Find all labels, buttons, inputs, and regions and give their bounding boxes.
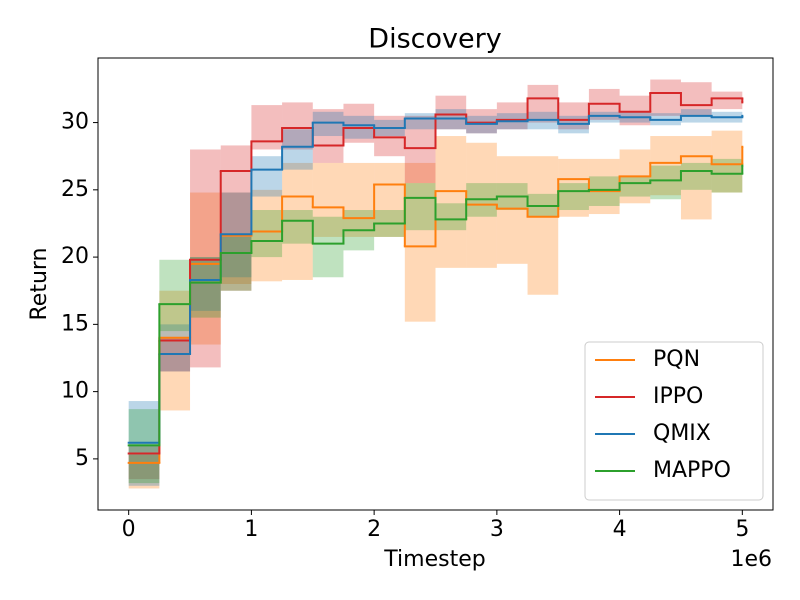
error-band (650, 165, 681, 200)
error-band (496, 102, 528, 130)
error-band (404, 115, 436, 184)
error-band (527, 84, 559, 123)
error-band (312, 162, 344, 237)
error-band (190, 149, 221, 368)
error-band (251, 210, 283, 258)
y-tick-label: 10 (61, 379, 89, 404)
error-band (711, 130, 743, 193)
x-tick-label: 1 (244, 517, 258, 542)
error-band (435, 95, 467, 130)
error-band (159, 290, 191, 411)
error-band (680, 136, 712, 220)
legend-label: QMIX (653, 421, 711, 446)
x-axis-label: Timestep (383, 547, 485, 572)
plot-area (127, 79, 744, 489)
error-band (496, 156, 528, 264)
chart-title: Discovery (368, 24, 501, 55)
error-band (374, 115, 405, 157)
legend-label: PQN (653, 347, 700, 372)
error-band (251, 189, 283, 282)
error-band (220, 192, 252, 284)
error-band (343, 162, 375, 237)
x-tick-label: 3 (490, 517, 504, 542)
legend-box (584, 341, 764, 501)
x-tick-label: 0 (122, 517, 136, 542)
error-band (404, 183, 436, 231)
error-band (404, 162, 436, 322)
error-band (619, 95, 651, 126)
error-band (159, 324, 191, 372)
error-band (588, 111, 620, 123)
error-band (527, 156, 559, 295)
error-band (680, 82, 712, 116)
y-tick-label: 5 (75, 446, 89, 471)
error-band (466, 109, 497, 134)
error-band (650, 79, 681, 116)
error-band (312, 216, 344, 278)
error-band (312, 109, 344, 163)
y-tick-label: 25 (61, 177, 89, 202)
x-tick-label: 2 (367, 517, 381, 542)
error-band (343, 103, 375, 143)
legend-label: IPPO (653, 384, 703, 409)
error-band (282, 102, 313, 150)
x-tick-label: 4 (613, 517, 627, 542)
y-axis-label: Return (27, 247, 52, 320)
x-tick-label: 5 (735, 517, 749, 542)
error-band (312, 111, 344, 137)
error-band (251, 105, 283, 150)
error-band (435, 136, 467, 268)
error-band (190, 192, 221, 345)
legend-label: MAPPO (653, 458, 731, 483)
error-band (711, 91, 743, 110)
error-band (374, 162, 405, 237)
error-band (282, 210, 313, 244)
plot-frame (97, 57, 774, 511)
error-band (619, 176, 651, 197)
error-band (190, 257, 221, 318)
error-band (558, 158, 589, 217)
y-tick-label: 15 (61, 311, 89, 336)
error-band (220, 145, 252, 291)
error-band (190, 257, 221, 311)
error-band (558, 183, 589, 211)
error-band (435, 203, 467, 231)
error-band (588, 158, 620, 215)
y-tick-label: 20 (61, 244, 89, 269)
error-band (159, 259, 191, 332)
error-band (404, 113, 436, 130)
error-band (251, 156, 283, 197)
error-band (128, 454, 160, 489)
error-band (650, 136, 681, 196)
y-tick-label: 30 (61, 110, 89, 135)
error-band (680, 162, 712, 190)
x-offset-label: 1e6 (730, 547, 772, 572)
error-band (282, 129, 313, 170)
error-band (220, 236, 252, 291)
